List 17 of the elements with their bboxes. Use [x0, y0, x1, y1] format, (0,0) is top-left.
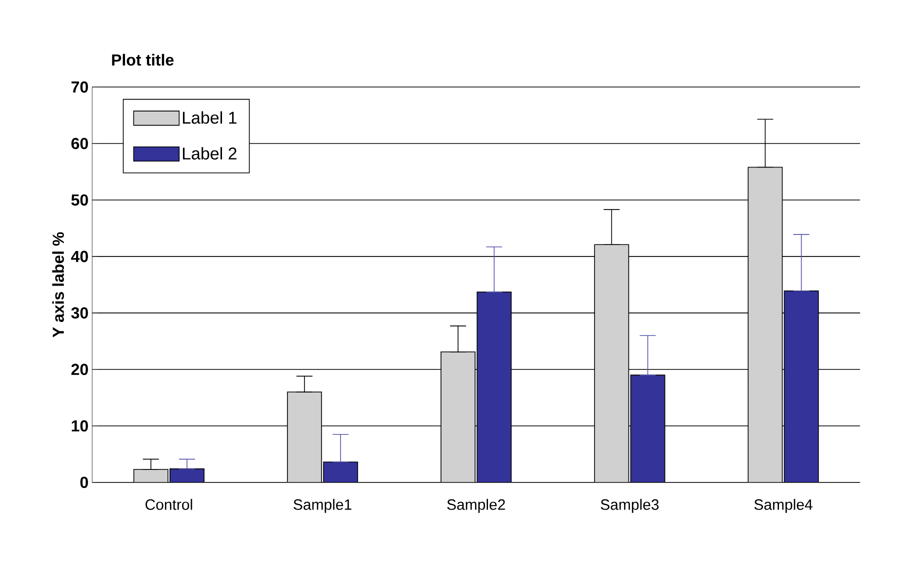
x-tick-label: Sample4: [754, 499, 812, 514]
y-axis-title: Y axis label %: [52, 232, 64, 338]
y-tick-label: 40: [71, 251, 88, 262]
x-tick-label: Control: [146, 499, 192, 510]
x-tick-label: Sample2: [447, 499, 505, 514]
y-tick-label: 10: [72, 420, 88, 432]
y-tick-label: 30: [71, 307, 88, 319]
legend-label: Label 1: [182, 111, 236, 124]
x-tick-label: Sample3: [600, 499, 659, 514]
y-tick-label: 60: [71, 138, 88, 150]
y-tick-label: 0: [80, 476, 88, 488]
y-tick-label: 50: [71, 194, 88, 206]
chart-title: Plot title: [112, 54, 174, 66]
x-tick-label: Sample1: [294, 499, 352, 514]
y-tick-label: 20: [71, 364, 88, 376]
legend-label: Label 2: [182, 147, 236, 160]
y-tick-label: 70: [72, 82, 88, 93]
